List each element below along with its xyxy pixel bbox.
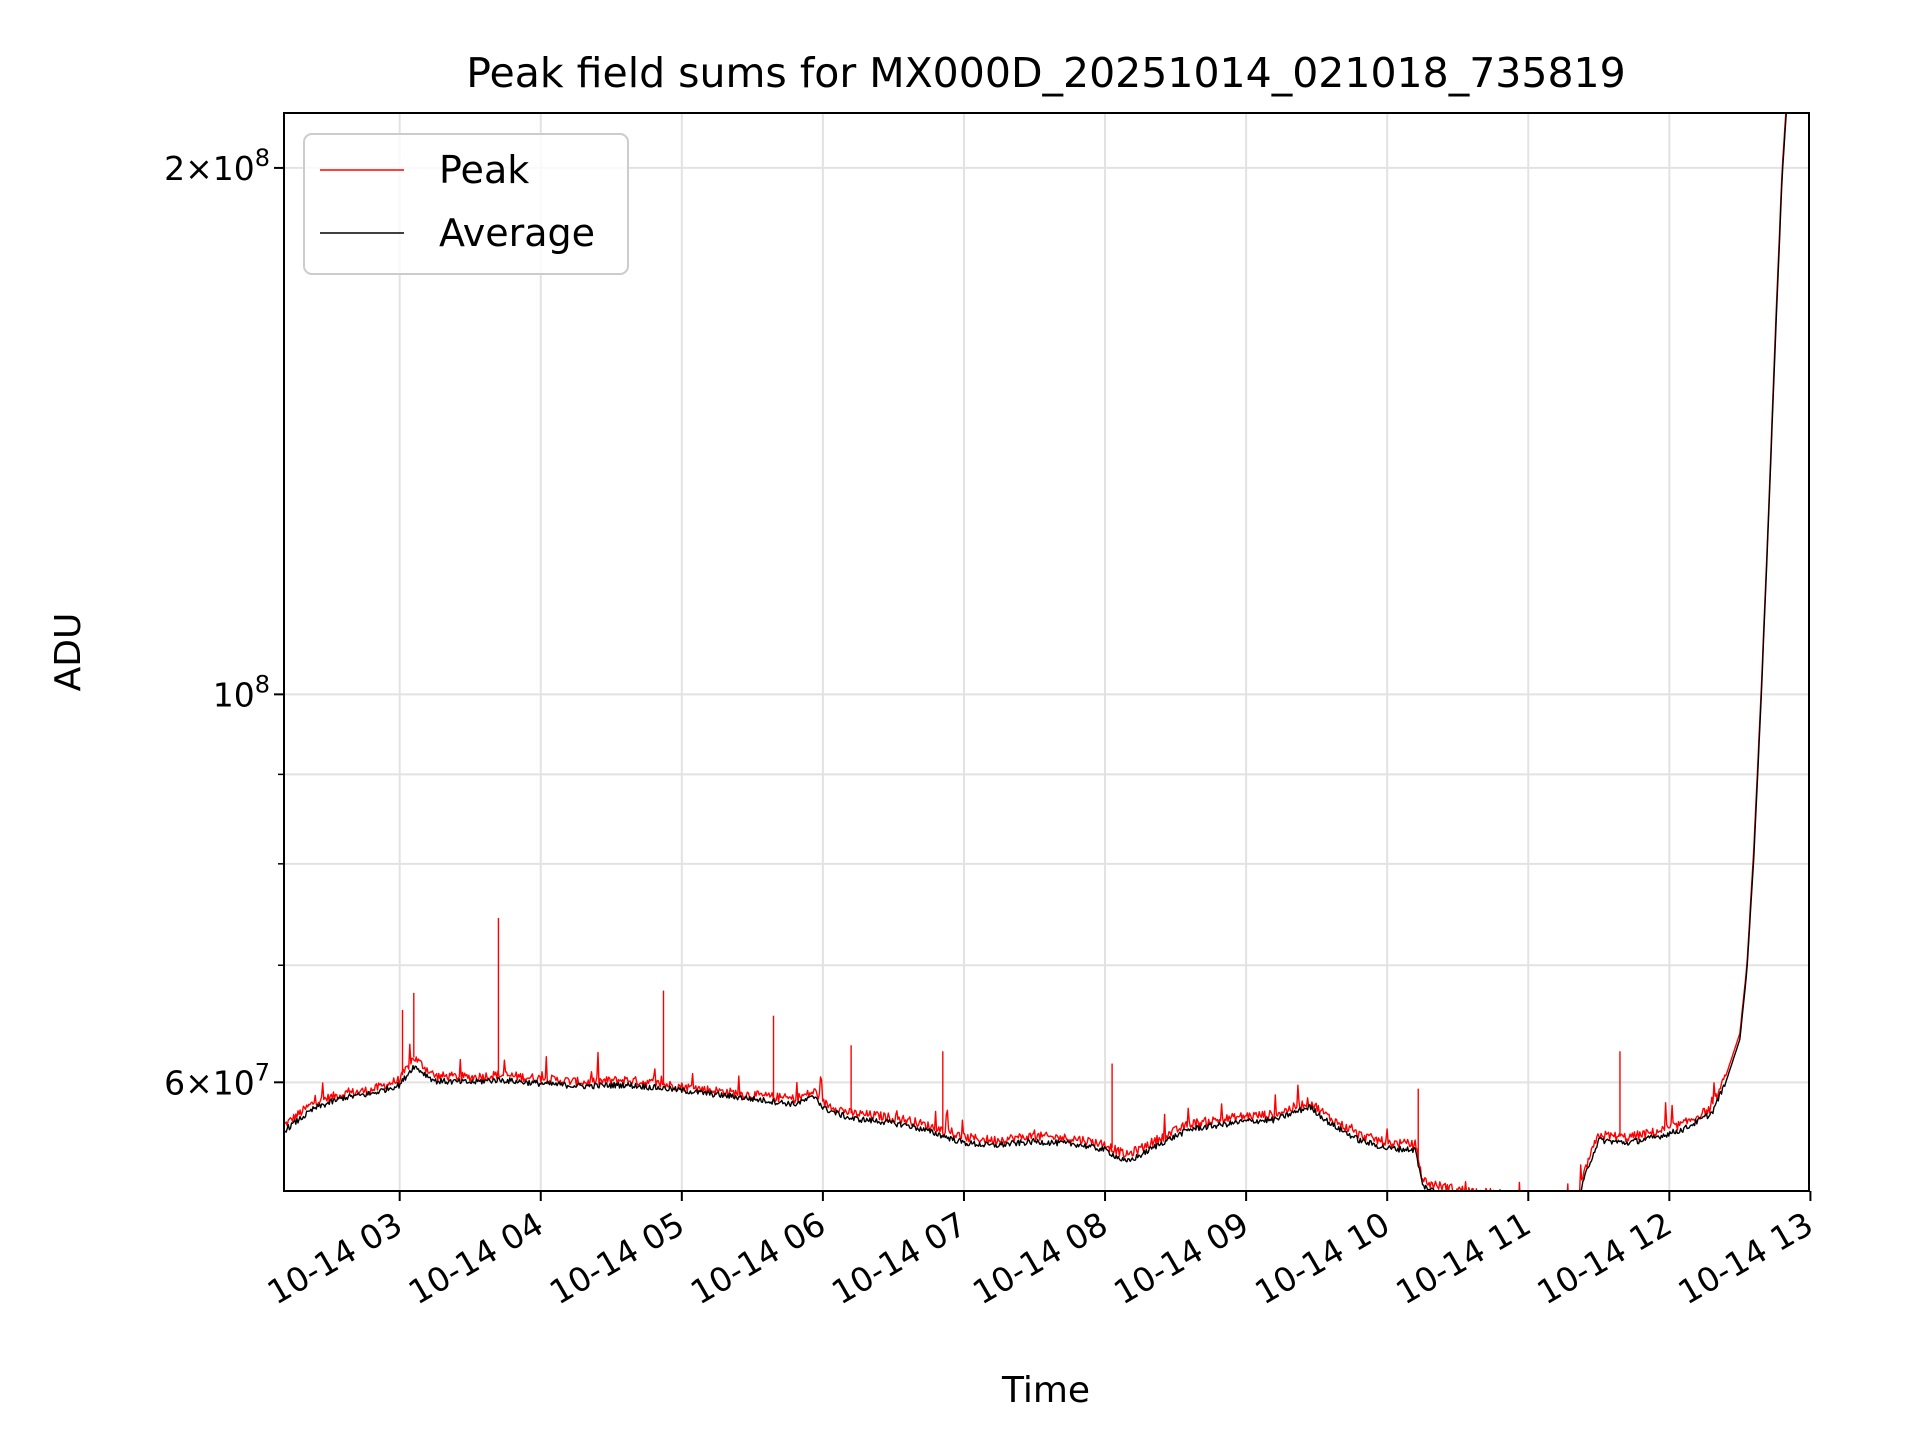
plot-frame xyxy=(283,112,1810,1192)
series-line-average xyxy=(284,113,1787,1191)
y-tick-label: 2×108 xyxy=(164,144,270,188)
y-axis-ticks: 6×107 108 2×108 xyxy=(164,144,284,1102)
legend-label-average: Average xyxy=(439,211,595,255)
y-tick-label: 6×107 xyxy=(164,1058,270,1102)
grid xyxy=(284,113,1809,1191)
legend: Peak Average xyxy=(303,133,629,275)
x-axis-label: Time xyxy=(1001,1370,1090,1411)
y-axis-label: ADU xyxy=(48,613,89,692)
legend-label-peak: Peak xyxy=(439,148,529,192)
y-tick-label: 108 xyxy=(213,670,270,714)
series-layer xyxy=(284,113,1787,1191)
chart-title: Peak field sums for MX000D_20251014_0210… xyxy=(466,49,1625,97)
legend-box xyxy=(303,133,629,275)
